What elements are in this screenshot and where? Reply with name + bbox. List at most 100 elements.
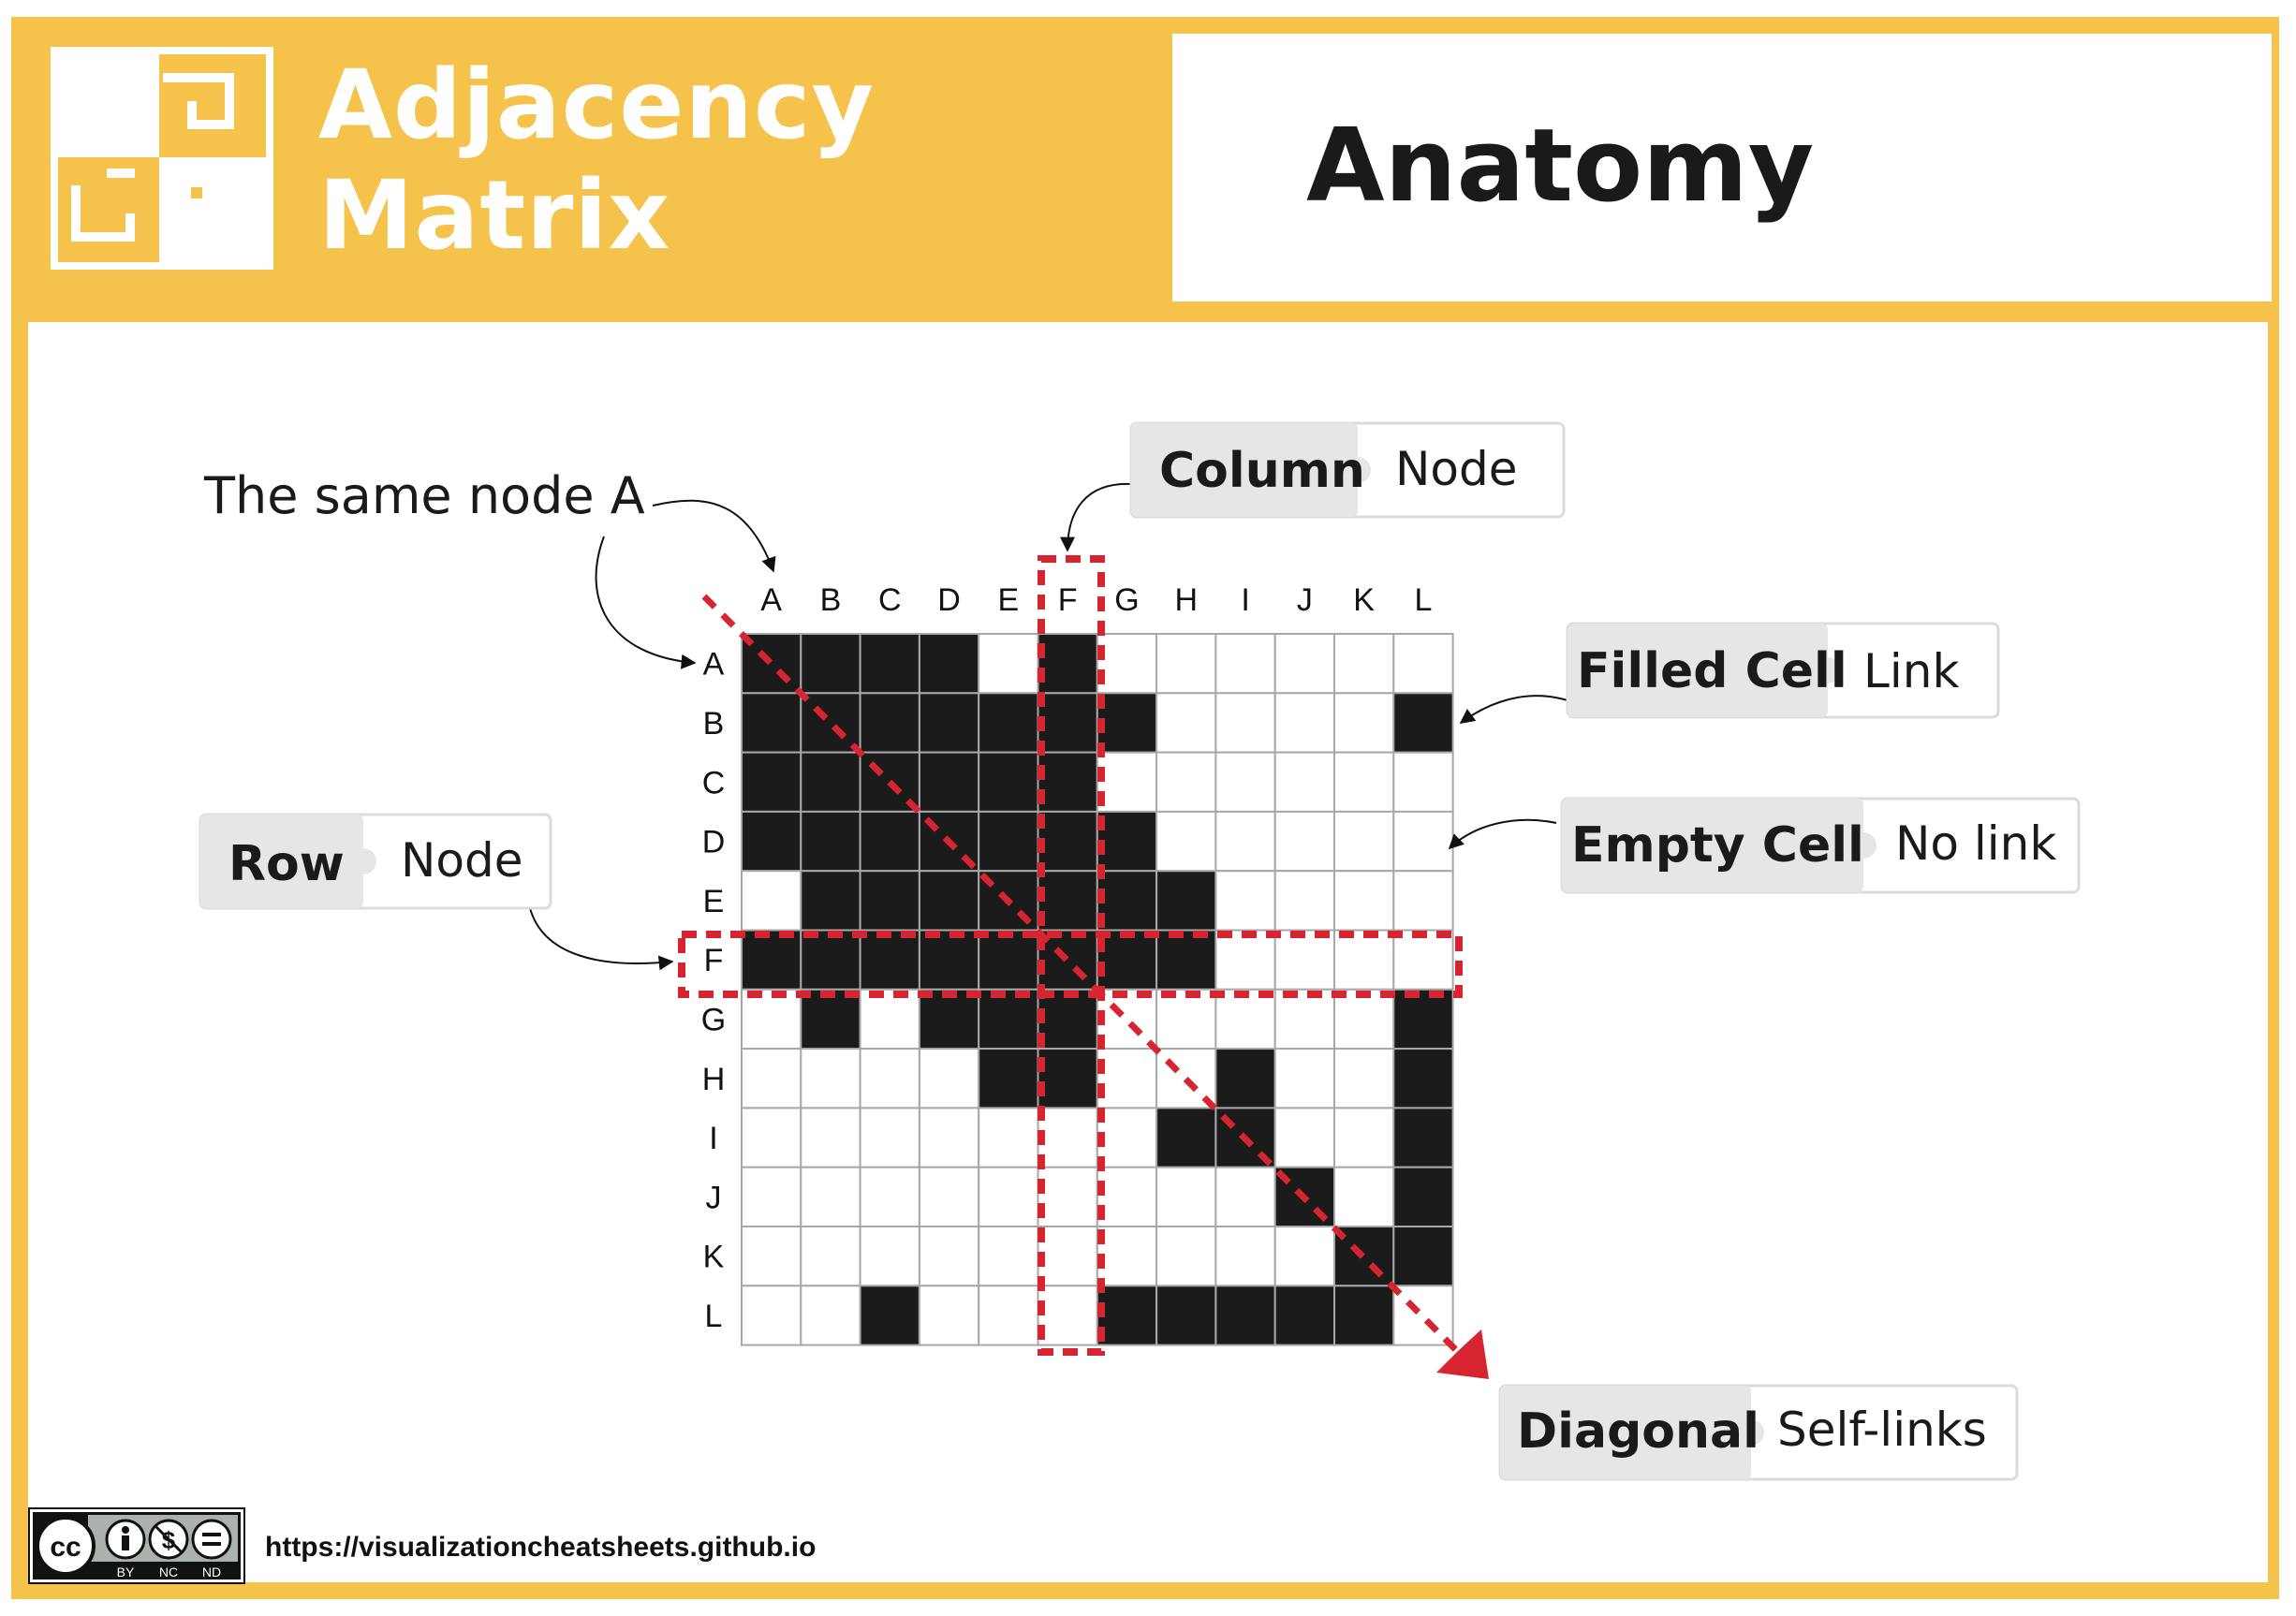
same-node-arrow-column: [652, 499, 776, 573]
matrix-cell-I-G: [1096, 1107, 1158, 1168]
matrix-cell-L-E: [978, 1285, 1039, 1346]
matrix-cell-E-F: [1037, 870, 1098, 932]
license-by: BY: [117, 1565, 135, 1579]
matrix-cell-J-G: [1096, 1166, 1158, 1227]
filled-cell-tag-value: Link: [1863, 644, 1959, 698]
matrix-cell-A-F: [1037, 633, 1098, 695]
matrix-cell-C-L: [1392, 751, 1454, 813]
matrix-cell-E-L: [1392, 870, 1454, 932]
matrix-cell-H-F: [1037, 1048, 1098, 1109]
matrix-cell-I-A: [741, 1107, 802, 1168]
diagonal-arrowhead: [1436, 1330, 1489, 1379]
matrix-cell-E-D: [918, 870, 980, 932]
matrix-cell-L-C: [859, 1285, 920, 1346]
section-title-box: [1172, 34, 2272, 301]
matrix-cell-B-F: [1037, 692, 1098, 754]
matrix-cell-C-A: [741, 751, 802, 813]
matrix-cell-B-I: [1214, 692, 1276, 754]
row-tag: Row Node: [199, 813, 552, 910]
matrix-cell-G-C: [859, 988, 920, 1050]
matrix-cell-B-B: [800, 692, 861, 754]
row-label-I: I: [709, 1121, 717, 1156]
matrix-cell-H-A: [741, 1048, 802, 1109]
empty-cell-tag: Empty Cell No link: [1560, 797, 2081, 894]
column-label-C: C: [878, 582, 902, 618]
matrix-cell-C-H: [1155, 751, 1217, 813]
matrix-cell-E-C: [859, 870, 920, 932]
matrix-cell-I-B: [800, 1107, 861, 1168]
matrix-cell-K-A: [741, 1226, 802, 1287]
license-nd: ND: [202, 1565, 221, 1579]
matrix-cell-L-B: [800, 1285, 861, 1346]
matrix-cell-K-J: [1273, 1226, 1335, 1287]
matrix-cell-C-F: [1037, 751, 1098, 813]
column-label-G: G: [1114, 582, 1139, 618]
matrix-cell-E-B: [800, 870, 861, 932]
cc-mark: cc: [50, 1532, 81, 1563]
matrix-cell-J-L: [1392, 1166, 1454, 1227]
app-title-line2: Matrix: [318, 160, 671, 272]
matrix-cell-F-E: [978, 929, 1039, 991]
matrix-cell-A-C: [859, 633, 920, 695]
matrix-cell-D-B: [800, 810, 861, 873]
matrix-cell-B-J: [1273, 692, 1335, 754]
empty-cell-arrow: [1448, 818, 1557, 850]
matrix-cell-C-E: [978, 751, 1039, 813]
matrix-cell-E-A: [741, 870, 802, 932]
matrix-cell-H-B: [800, 1048, 861, 1109]
column-highlight: [1038, 555, 1105, 1356]
matrix-cell-C-B: [800, 751, 861, 813]
matrix-cell-F-I: [1214, 929, 1276, 991]
column-tag-value: Node: [1395, 442, 1518, 496]
row-highlight: [678, 931, 1463, 998]
matrix-cell-A-J: [1273, 633, 1335, 695]
matrix-cell-H-G: [1096, 1048, 1158, 1109]
matrix-cell-C-D: [918, 751, 980, 813]
matrix-cell-K-L: [1392, 1226, 1454, 1287]
matrix-cell-E-G: [1096, 870, 1158, 932]
matrix-cell-A-H: [1155, 633, 1217, 695]
matrix-cell-J-B: [800, 1166, 861, 1227]
matrix-cell-I-J: [1273, 1107, 1335, 1168]
matrix-cell-G-I: [1214, 988, 1276, 1050]
row-label-B: B: [703, 706, 725, 742]
matrix-cell-L-I: [1214, 1285, 1276, 1346]
matrix-cell-C-J: [1273, 751, 1335, 813]
column-label-E: E: [998, 582, 1020, 618]
matrix-cell-D-L: [1392, 810, 1454, 873]
matrix-cell-I-L: [1392, 1107, 1454, 1168]
matrix-cell-J-K: [1333, 1166, 1395, 1227]
matrix-cell-C-K: [1333, 751, 1395, 813]
matrix-cell-D-J: [1273, 810, 1335, 873]
row-label-G: G: [701, 1002, 726, 1037]
column-tag: Column Node: [1129, 421, 1566, 519]
matrix-cell-D-F: [1037, 810, 1098, 873]
matrix-cell-A-K: [1333, 633, 1395, 695]
diagonal-tag: Diagonal Self-links: [1498, 1384, 2019, 1481]
matrix-cell-K-C: [859, 1226, 920, 1287]
matrix-cell-A-D: [918, 633, 980, 695]
matrix-cell-D-G: [1096, 810, 1158, 873]
matrix-cell-L-F: [1037, 1285, 1098, 1346]
matrix-cell-G-G: [1096, 988, 1158, 1050]
empty-cell-tag-key: Empty Cell: [1571, 817, 1864, 874]
matrix-cell-B-E: [978, 692, 1039, 754]
matrix-cell-L-D: [918, 1285, 980, 1346]
diagonal-tag-key: Diagonal: [1517, 1403, 1759, 1460]
matrix-cell-C-G: [1096, 751, 1158, 813]
matrix-cell-D-A: [741, 810, 802, 873]
column-label-I: I: [1241, 582, 1249, 618]
matrix-cell-F-K: [1333, 929, 1395, 991]
column-label-H: H: [1174, 582, 1198, 618]
column-label-A: A: [760, 582, 782, 618]
empty-cell-tag-value: No link: [1895, 816, 2056, 871]
footer-url-link[interactable]: https://visualizationcheatsheets.github.…: [265, 1532, 817, 1563]
diagonal-tag-value: Self-links: [1777, 1403, 1987, 1457]
matrix-cell-D-E: [978, 810, 1039, 873]
matrix-cell-I-E: [978, 1107, 1039, 1168]
same-node-label: The same node A: [203, 466, 645, 525]
matrix-cell-G-B: [800, 988, 861, 1050]
matrix-cell-B-C: [859, 692, 920, 754]
